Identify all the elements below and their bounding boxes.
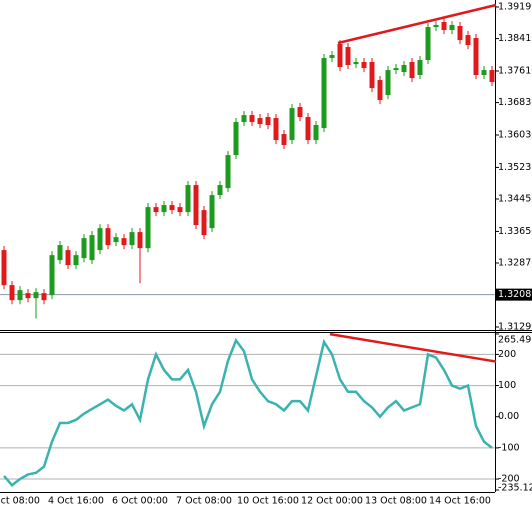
candle-body	[353, 62, 359, 65]
candle-body	[289, 108, 295, 141]
x-tick-label: 14 Oct 16:00	[429, 496, 491, 507]
candle-body	[193, 185, 199, 226]
candle-body	[401, 65, 407, 73]
candle-body	[1, 250, 7, 286]
candle-body	[281, 134, 287, 146]
y-tick-label: 1.36830	[498, 97, 532, 108]
y-tick-label: 0.00	[498, 411, 519, 422]
y-tick-label: 265.497	[498, 335, 532, 346]
y-tick-label: 200	[498, 349, 516, 360]
y-tick-label: 100	[498, 380, 516, 391]
x-tick-label: 13 Oct 08:00	[365, 496, 427, 507]
price-level-label: 1.32089	[498, 289, 532, 300]
candle-body	[145, 207, 151, 249]
candle-body	[473, 38, 479, 76]
candle-body	[129, 232, 135, 246]
candle-body	[241, 115, 247, 123]
candle-body	[393, 68, 399, 71]
candle-body	[177, 207, 183, 213]
candle-body	[137, 232, 143, 249]
y-tick-label: 1.39190	[498, 2, 532, 13]
candle-body	[257, 118, 263, 125]
candle-body	[113, 237, 119, 243]
candle-body	[441, 21, 447, 31]
candle-body	[9, 285, 15, 301]
candle-body	[345, 47, 351, 66]
candle-body	[233, 122, 239, 156]
x-tick-label: 6 Oct 00:00	[112, 496, 168, 507]
candle-body	[33, 292, 39, 299]
candle-body	[489, 70, 495, 83]
candle-body	[337, 44, 343, 68]
x-tick-label: 12 Oct 00:00	[301, 496, 363, 507]
candle-body	[57, 245, 63, 261]
candle-body	[329, 55, 335, 59]
candle-body	[65, 250, 71, 266]
candle-body	[321, 58, 327, 129]
candle-body	[313, 125, 319, 141]
candle-body	[457, 26, 463, 41]
candle-body	[409, 62, 415, 79]
y-tick-label: -100	[498, 442, 520, 453]
candle-body	[225, 155, 231, 189]
candle-body	[153, 207, 159, 213]
y-tick-label: 1.34450	[498, 194, 532, 205]
candle-body	[305, 117, 311, 141]
candle-body	[73, 255, 79, 266]
x-tick-label: 4 Oct 16:00	[48, 496, 104, 507]
candle-body	[385, 70, 391, 96]
candle-body	[97, 228, 103, 251]
candle-body	[249, 115, 255, 123]
y-tick-label: -200	[498, 474, 520, 485]
candle-body	[433, 24, 439, 28]
candle-body	[201, 210, 207, 236]
candle-body	[169, 205, 175, 211]
candle-body	[185, 185, 191, 213]
trendline	[329, 332, 497, 363]
y-tick-label: 1.32870	[498, 258, 532, 269]
candle-body	[465, 35, 471, 46]
candle-body	[417, 60, 423, 76]
y-tick-label: -235.123	[498, 483, 532, 494]
candle-body	[161, 205, 167, 213]
candle-body	[105, 228, 111, 246]
candle-body	[369, 62, 375, 89]
candle-body	[377, 80, 383, 101]
candle-body	[41, 293, 47, 301]
candle-body	[81, 238, 87, 259]
y-tick-label: 1.36030	[498, 130, 532, 141]
x-tick-label: 7 Oct 08:00	[176, 496, 232, 507]
x-tick-label: 3 Oct 08:00	[0, 496, 40, 507]
candle-body	[209, 195, 215, 229]
x-tick-label: 10 Oct 16:00	[237, 496, 299, 507]
y-tick-label: 1.37610	[498, 66, 532, 77]
price-level-box	[496, 288, 532, 301]
candle-body	[121, 238, 127, 246]
candle-body	[481, 70, 487, 76]
candle-body	[17, 290, 23, 301]
candle-body	[265, 117, 271, 126]
y-tick-label: 1.33650	[498, 226, 532, 237]
candle-body	[25, 293, 31, 299]
candle-body	[297, 107, 303, 118]
y-tick-label: 1.35230	[498, 162, 532, 173]
candle-body	[449, 24, 455, 31]
y-tick-label: 1.31290	[498, 322, 532, 333]
candle-body	[425, 27, 431, 61]
candle-body	[49, 255, 55, 296]
candle-body	[89, 235, 95, 261]
candle-body	[273, 118, 279, 141]
trendline	[337, 3, 497, 45]
y-tick-label: 1.38410	[498, 33, 532, 44]
candle-body	[217, 185, 223, 196]
indicator-line	[3, 337, 493, 488]
candle-body	[361, 62, 367, 69]
